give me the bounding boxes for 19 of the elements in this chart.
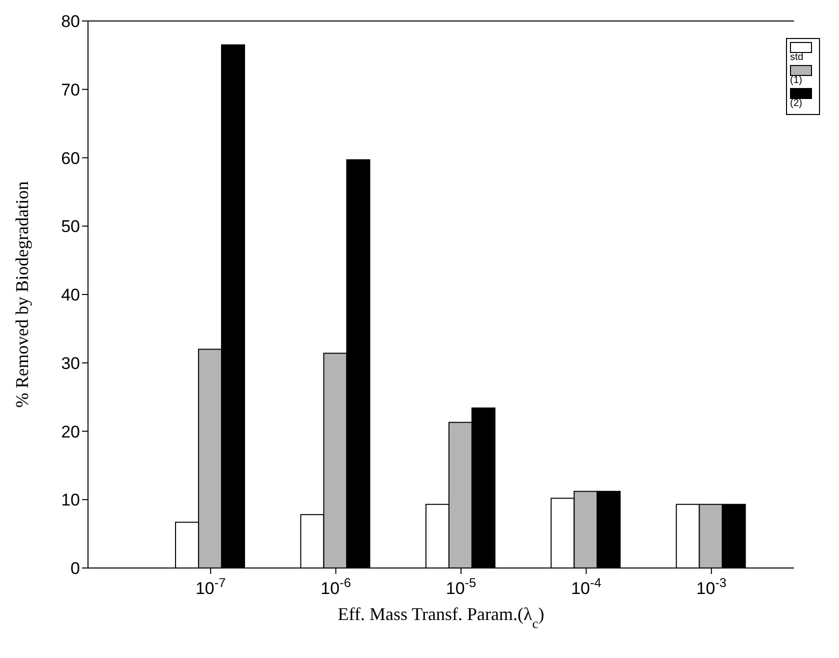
legend-label: (2)	[790, 98, 804, 109]
y-tick-label: 30	[61, 354, 80, 373]
x-axis-title: Eff. Mass Transf. Param.(λ$_{c}$)	[338, 604, 544, 630]
y-tick-label: 20	[61, 422, 80, 442]
y-tick-label: 70	[61, 80, 80, 100]
y-tick-label: 0	[70, 559, 80, 578]
x-tick-label: 10$^{-5}$	[446, 574, 476, 598]
x-tick-label: 10$^{-7}$	[195, 574, 226, 598]
legend-label: std	[790, 52, 804, 63]
x-tick-label: 10$^{-4}$	[571, 574, 602, 598]
y-tick-label: 80	[61, 12, 80, 32]
x-tick-label: 10$^{-3}$	[696, 574, 727, 598]
legend-label: (1)	[790, 75, 804, 86]
x-tick-label: 10$^{-6}$	[320, 574, 351, 598]
y-tick-label: 40	[61, 286, 80, 305]
y-axis-title: % Removed by Biodegradation	[12, 181, 32, 408]
y-tick-label: 50	[61, 217, 80, 236]
y-tick-label: 10	[61, 490, 80, 510]
y-tick-label: 60	[61, 148, 80, 168]
